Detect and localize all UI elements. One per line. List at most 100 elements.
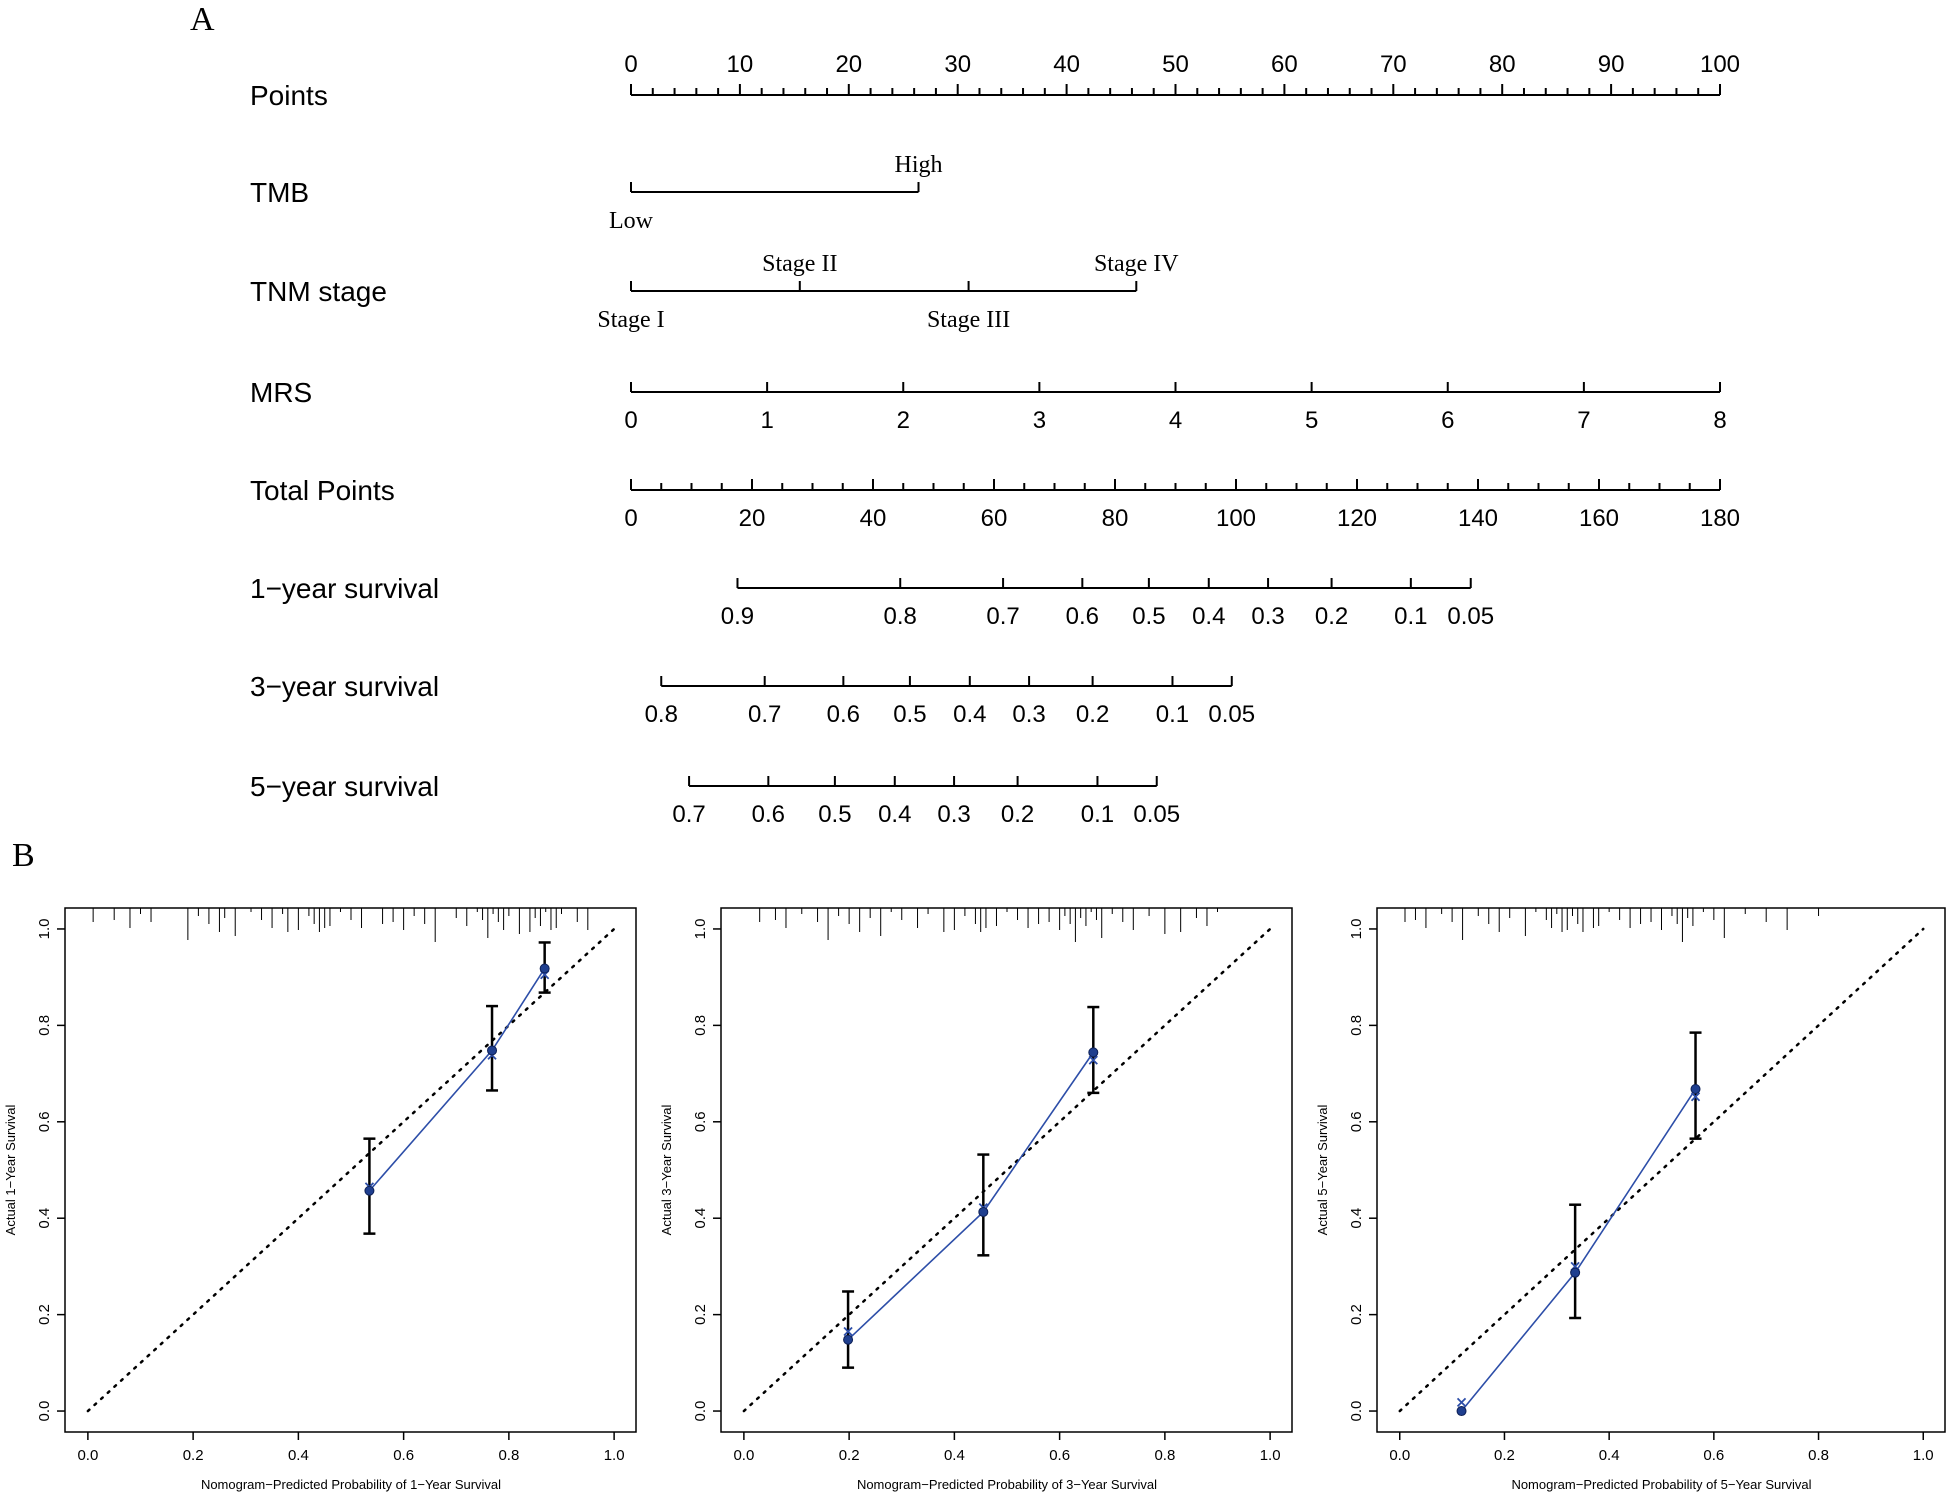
y-tick-label: 0.4 [36, 1208, 53, 1229]
1-year-survival-tick-label: 0.8 [884, 603, 917, 630]
x-tick-label: 1.0 [1260, 1447, 1281, 1464]
y-axis-label: Actual 1−Year Survival [3, 1105, 18, 1236]
x-tick-label: 0.4 [1599, 1447, 1620, 1464]
x-tick-label: 0.2 [1494, 1447, 1515, 1464]
total-points-tick-label: 20 [739, 505, 766, 532]
mrs-tick-label: 0 [624, 407, 637, 434]
total-points-tick-label: 60 [981, 505, 1008, 532]
tnm-stage-level-label: Stage II [762, 251, 837, 277]
x-tick-label: 0.6 [1703, 1447, 1724, 1464]
bias-corrected-point [1690, 1092, 1701, 1102]
5-year-survival-tick-label: 0.4 [878, 801, 911, 828]
total-points-tick-label: 0 [624, 505, 637, 532]
observed-point [1456, 1406, 1467, 1417]
points-tick-label: 30 [944, 51, 971, 78]
x-tick-label: 0.2 [839, 1447, 860, 1464]
3-year-survival-tick-label: 0.7 [748, 701, 781, 728]
mrs-tick-label: 6 [1441, 407, 1454, 434]
observed-point [843, 1334, 854, 1345]
mrs-tick-label: 8 [1713, 407, 1726, 434]
mrs-tick-label: 3 [1033, 407, 1046, 434]
points-tick-label: 40 [1053, 51, 1080, 78]
ideal-diagonal-line [86, 927, 616, 1413]
1-year-survival-tick-label: 0.2 [1315, 603, 1348, 630]
1-year-survival-tick-label: 0.3 [1251, 603, 1284, 630]
total-points-tick-label: 100 [1216, 505, 1256, 532]
x-tick-label: 1.0 [1913, 1447, 1934, 1464]
observed-point [1690, 1084, 1701, 1095]
5-year-survival-tick-label: 0.05 [1133, 801, 1180, 828]
points-tick-label: 80 [1489, 51, 1516, 78]
total-points-tick-label: 120 [1337, 505, 1377, 532]
5-year-survival-tick-label: 0.2 [1001, 801, 1034, 828]
row-label-points: Points [250, 80, 328, 111]
y-tick-label: 0.8 [692, 1015, 709, 1036]
x-tick-label: 0.0 [77, 1447, 98, 1464]
y-tick-label: 0.8 [36, 1015, 53, 1036]
x-tick-label: 1.0 [604, 1447, 625, 1464]
observed-point [364, 1185, 375, 1196]
1-year-survival-tick-label: 0.5 [1132, 603, 1165, 630]
1-year-survival-tick-label: 0.1 [1394, 603, 1427, 630]
5-year-survival-tick-label: 0.7 [672, 801, 705, 828]
y-tick-label: 0.2 [692, 1304, 709, 1325]
y-tick-label: 0.4 [692, 1208, 709, 1229]
y-tick-label: 1.0 [1348, 919, 1365, 940]
row-label-tnm-stage: TNM stage [250, 276, 387, 307]
total-points-tick-label: 160 [1579, 505, 1619, 532]
observed-point [487, 1045, 498, 1056]
points-tick-label: 0 [624, 51, 637, 78]
y-tick-label: 0.4 [1348, 1208, 1365, 1229]
3-year-survival-tick-label: 0.6 [827, 701, 860, 728]
points-tick-label: 90 [1598, 51, 1625, 78]
y-axis-label: Actual 3−Year Survival [659, 1105, 674, 1236]
total-points-tick-label: 140 [1458, 505, 1498, 532]
total-points-tick-label: 40 [860, 505, 887, 532]
observed-calibration-line [1460, 1088, 1697, 1412]
y-tick-label: 0.2 [1348, 1304, 1365, 1325]
ideal-diagonal-line [1398, 927, 1925, 1413]
bias-corrected-point [1456, 1397, 1467, 1407]
panel-label-a: A [190, 1, 215, 38]
points-tick-label: 50 [1162, 51, 1189, 78]
points-tick-label: 10 [727, 51, 754, 78]
plot-frame [1376, 907, 1946, 1433]
1-year-survival-tick-label: 0.6 [1066, 603, 1099, 630]
row-label-5-year-survival: 5−year survival [250, 771, 439, 802]
y-tick-label: 0.0 [1348, 1401, 1365, 1422]
3-year-survival-tick-label: 0.5 [893, 701, 926, 728]
y-tick-label: 1.0 [692, 919, 709, 940]
observed-point [539, 963, 550, 974]
y-tick-label: 0.6 [1348, 1111, 1365, 1132]
mrs-tick-label: 4 [1169, 407, 1182, 434]
total-points-tick-label: 180 [1700, 505, 1740, 532]
5-year-survival-tick-label: 0.1 [1081, 801, 1114, 828]
y-tick-label: 0.0 [36, 1401, 53, 1422]
points-tick-label: 70 [1380, 51, 1407, 78]
x-tick-label: 0.6 [393, 1447, 414, 1464]
mrs-tick-label: 2 [897, 407, 910, 434]
3-year-survival-tick-label: 0.2 [1076, 701, 1109, 728]
x-tick-label: 0.8 [1808, 1447, 1829, 1464]
1-year-survival-tick-label: 0.05 [1447, 603, 1494, 630]
observed-calibration-line [847, 1051, 1094, 1341]
bias-corrected-point [1088, 1055, 1098, 1065]
observed-point [1570, 1267, 1581, 1278]
mrs-tick-label: 1 [760, 407, 773, 434]
row-label-total-points: Total Points [250, 475, 395, 506]
y-tick-label: 0.8 [1348, 1015, 1365, 1036]
3-year-survival-tick-label: 0.1 [1156, 701, 1189, 728]
observed-point [1088, 1047, 1099, 1058]
1-year-survival-tick-label: 0.4 [1192, 603, 1225, 630]
5-year-survival-tick-label: 0.5 [818, 801, 851, 828]
mrs-tick-label: 5 [1305, 407, 1318, 434]
x-tick-label: 0.8 [1154, 1447, 1175, 1464]
panel-label-b: B [12, 837, 35, 874]
x-tick-label: 0.2 [183, 1447, 204, 1464]
points-tick-label: 20 [835, 51, 862, 78]
3-year-survival-tick-label: 0.05 [1208, 701, 1255, 728]
row-label-3-year-survival: 3−year survival [250, 671, 439, 702]
3-year-survival-tick-label: 0.3 [1012, 701, 1045, 728]
